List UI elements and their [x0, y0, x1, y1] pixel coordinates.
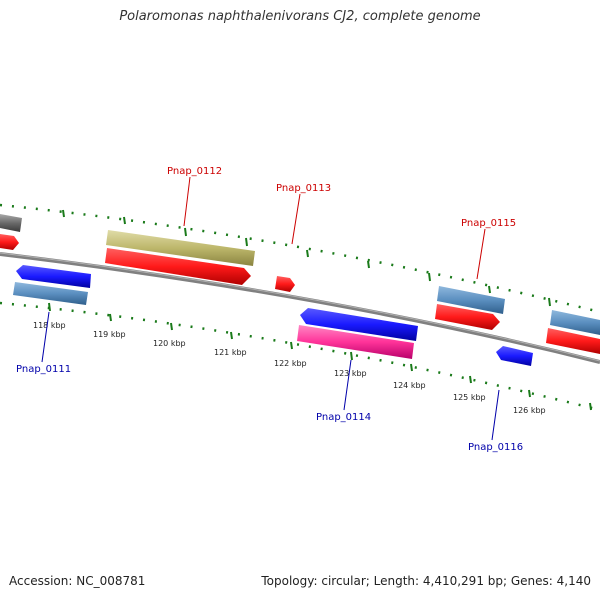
gene-feature — [550, 310, 600, 335]
gene-label-pnap-0111[interactable]: Pnap_0111 — [16, 364, 71, 375]
reverse-tick — [469, 375, 472, 384]
scale-label: 126 kbp — [513, 406, 546, 415]
reverse-tick — [230, 331, 233, 340]
forward-gene-labels: Pnap_0112 Pnap_0113 Pnap_0115 — [167, 166, 516, 280]
forward-tick — [62, 209, 65, 218]
cds-reverse-arrow — [16, 265, 91, 288]
gene-label-pnap-0113[interactable]: Pnap_0113 — [276, 183, 331, 194]
label-leader-line — [491, 389, 500, 441]
forward-features — [0, 214, 600, 354]
reverse-scale-track — [0, 301, 600, 412]
cds-forward-arrow — [275, 276, 295, 292]
reverse-tick — [350, 351, 353, 361]
scale-label: 121 kbp — [214, 348, 247, 357]
reverse-tick — [109, 313, 112, 322]
forward-tick — [245, 237, 248, 247]
forward-tick — [488, 285, 491, 294]
cds-reverse-arrow — [300, 308, 418, 341]
scale-label: 125 kbp — [453, 393, 486, 402]
genome-summary-text: Topology: circular; Length: 4,410,291 bp… — [261, 574, 591, 588]
label-leader-line — [183, 176, 191, 227]
map-title: Polaromonas naphthalenivorans CJ2, compl… — [119, 9, 481, 24]
cds-forward-arrow — [435, 304, 500, 330]
reverse-tick — [48, 302, 51, 312]
forward-dotted-line — [0, 203, 600, 314]
forward-tick — [367, 260, 370, 269]
forward-tick — [306, 249, 309, 258]
gray-feature — [0, 214, 22, 232]
scale-labels: 118 kbp 119 kbp 120 kbp 121 kbp 122 kbp … — [33, 321, 546, 415]
label-leader-line — [291, 193, 301, 245]
reverse-dotted-line — [0, 301, 600, 412]
scale-label: 124 kbp — [393, 381, 426, 390]
reverse-tick — [290, 341, 293, 350]
gene-feature — [437, 286, 505, 314]
scale-label: 120 kbp — [153, 339, 186, 348]
forward-scale-track — [0, 203, 600, 314]
gene-label-pnap-0112[interactable]: Pnap_0112 — [167, 166, 222, 177]
cds-forward-arrow — [0, 234, 19, 250]
label-leader-line — [41, 311, 50, 363]
misc-feature — [297, 325, 414, 359]
genome-backbone — [0, 252, 600, 364]
accession-text: Accession: NC_008781 — [9, 574, 146, 588]
forward-tick — [428, 272, 431, 282]
rna-feature — [106, 230, 255, 266]
genome-backbone-highlight — [0, 252, 600, 362]
reverse-tick — [170, 322, 173, 331]
forward-tick — [123, 216, 126, 225]
label-leader-line — [476, 228, 486, 280]
label-leader-line — [343, 359, 352, 411]
reverse-tick — [589, 402, 592, 411]
reverse-tick — [410, 363, 413, 372]
gene-label-pnap-0116[interactable]: Pnap_0116 — [468, 442, 523, 453]
reverse-tick — [528, 389, 531, 398]
scale-label: 118 kbp — [33, 321, 66, 330]
reverse-gene-labels: Pnap_0111 Pnap_0114 Pnap_0116 — [16, 311, 523, 453]
gene-label-pnap-0115[interactable]: Pnap_0115 — [461, 218, 516, 229]
scale-label: 119 kbp — [93, 330, 126, 339]
scale-label: 123 kbp — [334, 369, 367, 378]
cds-forward-arrow — [546, 328, 600, 354]
forward-tick — [548, 297, 551, 307]
gene-label-pnap-0114[interactable]: Pnap_0114 — [316, 412, 371, 423]
forward-tick — [184, 227, 187, 237]
cds-forward-arrow — [105, 248, 251, 285]
cds-reverse-arrow — [496, 346, 533, 366]
scale-label: 122 kbp — [274, 359, 307, 368]
reverse-features — [13, 265, 533, 366]
gene-feature — [13, 282, 88, 305]
